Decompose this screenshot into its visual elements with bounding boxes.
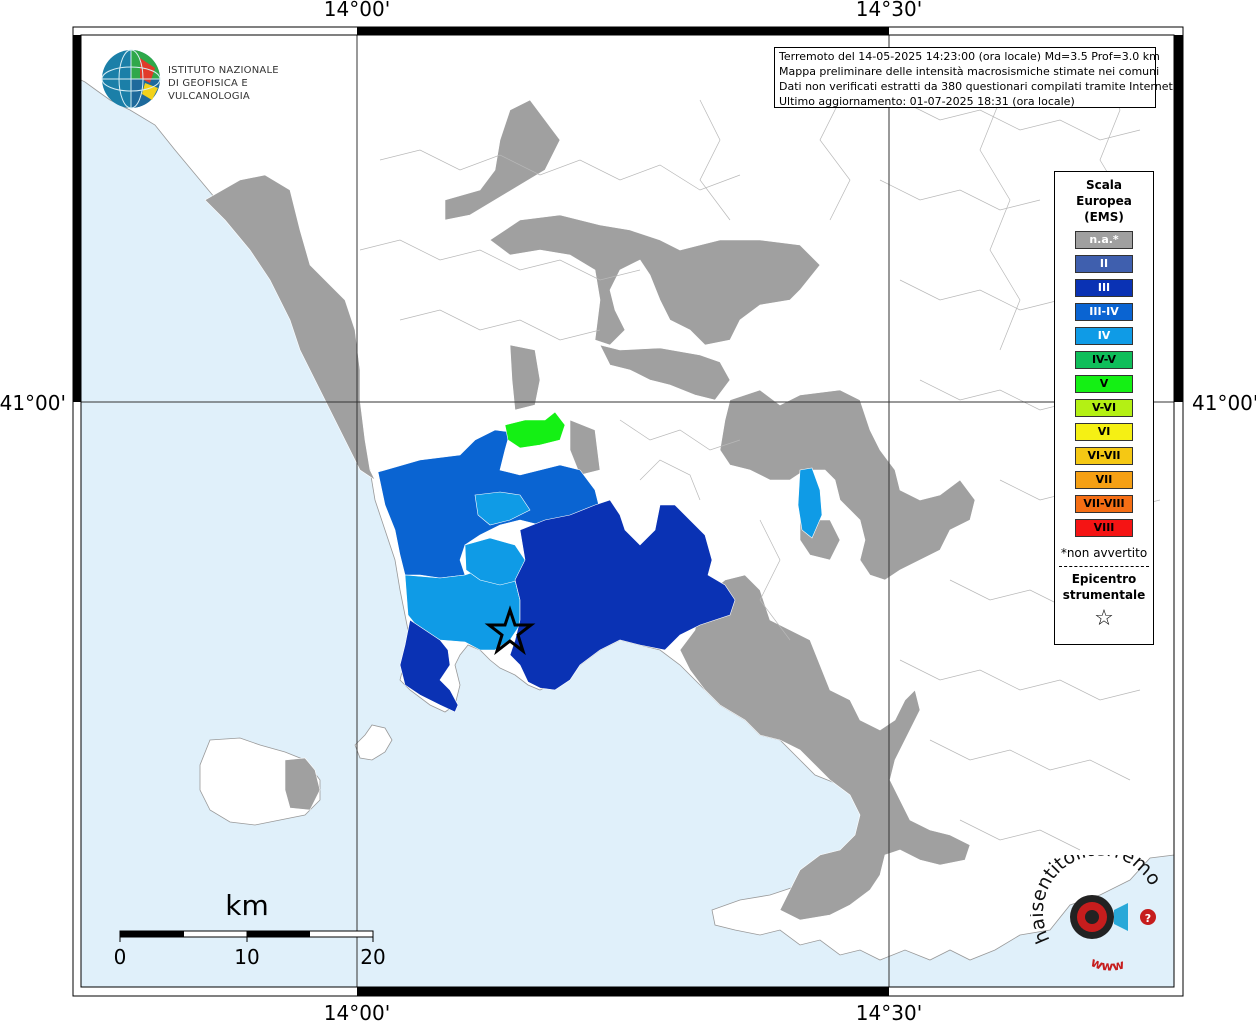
lat-label-right: 41°00' <box>1192 391 1256 415</box>
logo-line-2: DI GEOFISICA E VULCANOLOGIA <box>168 78 250 102</box>
lon-label-top-right: 14°30' <box>856 0 922 21</box>
svg-text:www: www <box>1088 955 1126 975</box>
info-line-3: Dati non verificati estratti da 380 ques… <box>779 80 1177 93</box>
legend-item: V-VI <box>1075 399 1133 417</box>
legend-epi-1: Epicentro <box>1071 572 1137 586</box>
legend-item: VII <box>1075 471 1133 489</box>
svg-text:?: ? <box>1145 912 1151 925</box>
region-iii-west <box>399 619 459 713</box>
scale-unit: km <box>225 889 269 922</box>
legend-item: VI <box>1075 423 1133 441</box>
procida-island <box>354 724 393 761</box>
region-iv-east <box>797 467 823 539</box>
legend-item: IV-V <box>1075 351 1133 369</box>
legend-title-1: Scala <box>1085 178 1123 192</box>
legend-item: IV <box>1075 327 1133 345</box>
star-icon: ☆ <box>1094 606 1114 631</box>
legend-title-3: (EMS) <box>1084 210 1124 224</box>
lon-label-bottom-left: 14°00' <box>324 1001 390 1024</box>
haisentito-www: www <box>1088 955 1126 975</box>
legend-epicenter-label: Epicentro strumentale <box>1055 571 1153 603</box>
region-iv-north <box>474 491 531 526</box>
haisentito-logo: haisentitoilterremoto.it www ? <box>1024 838 1180 975</box>
ingv-logo: ISTITUTO NAZIONALE DI GEOFISICA E VULCAN… <box>100 48 330 110</box>
scale-tick-0: 0 <box>114 945 127 969</box>
info-line-1: Terremoto del 14-05-2025 14:23:00 (ora l… <box>779 50 1160 63</box>
legend-item: II <box>1075 255 1133 273</box>
region-v <box>504 411 566 449</box>
legend-item: VI-VII <box>1075 447 1133 465</box>
map-frame-inner <box>80 34 1175 988</box>
legend-item: III-IV <box>1075 303 1133 321</box>
info-line-4: Ultimo aggiornamento: 01-07-2025 18:31 (… <box>779 95 1075 108</box>
municipal-boundaries <box>359 59 1161 851</box>
legend-items: n.a.* II III III-IV IV IV-V V V-VI VI VI-VII VII VI… <box>1055 231 1153 537</box>
scale-tick-20: 20 <box>360 945 385 969</box>
legend-epi-2: strumentale <box>1062 588 1146 602</box>
legend-item: n.a.* <box>1075 231 1133 249</box>
region-iii <box>509 499 736 691</box>
lon-label-bottom-right: 14°30' <box>856 1001 922 1024</box>
legend-title-2: Europea <box>1076 194 1132 208</box>
haisentito-logo-graphic: haisentitoilterremoto.it www ? <box>1024 838 1165 975</box>
legend-item: VIII <box>1075 519 1133 537</box>
ingv-logo-text: ISTITUTO NAZIONALE DI GEOFISICA E VULCAN… <box>168 64 330 103</box>
globe-icon <box>101 49 161 109</box>
lat-label-left: 41°00' <box>0 391 66 415</box>
legend-note: *non avvertito <box>1060 546 1148 560</box>
intensity-legend: Scala Europea (EMS) n.a.* II III III-IV IV IV… <box>1054 171 1154 645</box>
legend-title: Scala Europea (EMS) <box>1055 177 1153 225</box>
scale-tick-10: 10 <box>234 945 259 969</box>
legend-item: III <box>1075 279 1133 297</box>
scale-bar: km 0 10 20 <box>114 889 386 969</box>
info-line-2: Mappa preliminare delle intensità macros… <box>779 65 1160 78</box>
legend-item: V <box>1075 375 1133 393</box>
legend-item: VII-VIII <box>1075 495 1133 513</box>
legend-separator <box>1059 566 1149 567</box>
epicenter-star <box>484 605 536 656</box>
frame-bars <box>73 27 1183 996</box>
lon-label-top-left: 14°00' <box>324 0 390 21</box>
logo-line-1: ISTITUTO NAZIONALE <box>168 65 279 76</box>
graticule <box>81 35 1174 987</box>
event-info-box: Terremoto del 14-05-2025 14:23:00 (ora l… <box>774 47 1177 108</box>
na-regions <box>204 99 976 921</box>
